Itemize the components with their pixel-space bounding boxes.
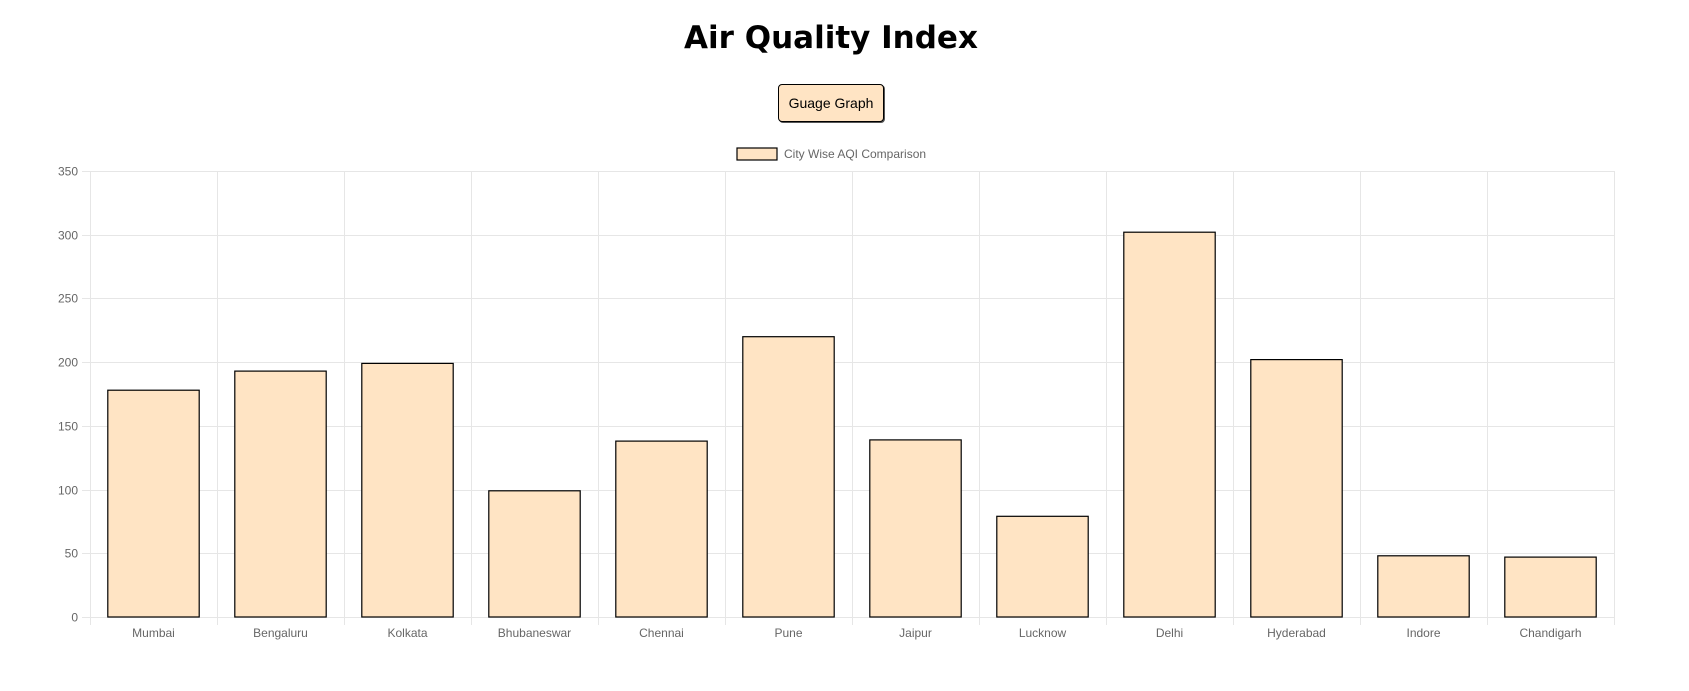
bar-hyderabad[interactable] [1250, 359, 1343, 618]
chart-legend[interactable]: City Wise AQI Comparison [736, 147, 926, 161]
x-tick-label: Jaipur [899, 626, 932, 640]
x-tick-label: Bengaluru [253, 626, 308, 640]
bar-pune[interactable] [742, 336, 835, 618]
x-tick-label: Pune [774, 626, 802, 640]
bar-lucknow[interactable] [996, 515, 1089, 618]
chart-bars [107, 231, 1597, 618]
x-axis-ticks: Mumbai Bengaluru Kolkata Bhubaneswar Chennai… [132, 626, 1581, 640]
bar-bhubaneswar[interactable] [488, 490, 581, 618]
legend-label[interactable]: City Wise AQI Comparison [784, 147, 926, 161]
bar-chennai[interactable] [615, 440, 708, 618]
bar-indore[interactable] [1377, 555, 1470, 618]
y-tick-label: 250 [58, 292, 78, 306]
gauge-graph-button[interactable]: Guage Graph [778, 84, 884, 122]
y-tick-label: 200 [58, 356, 78, 370]
x-tick-label: Delhi [1156, 626, 1183, 640]
y-tick-label: 50 [65, 547, 79, 561]
x-tick-label: Kolkata [387, 626, 427, 640]
x-tick-label: Mumbai [132, 626, 175, 640]
bar-bengaluru[interactable] [234, 370, 327, 618]
y-tick-label: 300 [58, 229, 78, 243]
chart-grid [82, 171, 1615, 625]
legend-swatch[interactable] [736, 147, 778, 161]
bar-jaipur[interactable] [869, 439, 962, 618]
bar-delhi[interactable] [1123, 231, 1216, 618]
bar-chandigarh[interactable] [1504, 556, 1597, 618]
y-tick-label: 350 [58, 165, 78, 179]
y-tick-label: 100 [58, 484, 78, 498]
y-axis-ticks: 0 50 100 150 200 250 300 350 [58, 165, 78, 625]
x-tick-label: Chandigarh [1519, 626, 1581, 640]
bar-kolkata[interactable] [361, 362, 454, 618]
x-tick-label: Bhubaneswar [498, 626, 571, 640]
x-tick-label: Indore [1406, 626, 1440, 640]
y-tick-label: 0 [71, 611, 78, 625]
bar-mumbai[interactable] [107, 389, 200, 618]
page-title: Air Quality Index [684, 20, 978, 56]
x-tick-label: Lucknow [1019, 626, 1067, 640]
x-tick-label: Hyderabad [1267, 626, 1326, 640]
x-tick-label: Chennai [639, 626, 684, 640]
y-tick-label: 150 [58, 420, 78, 434]
